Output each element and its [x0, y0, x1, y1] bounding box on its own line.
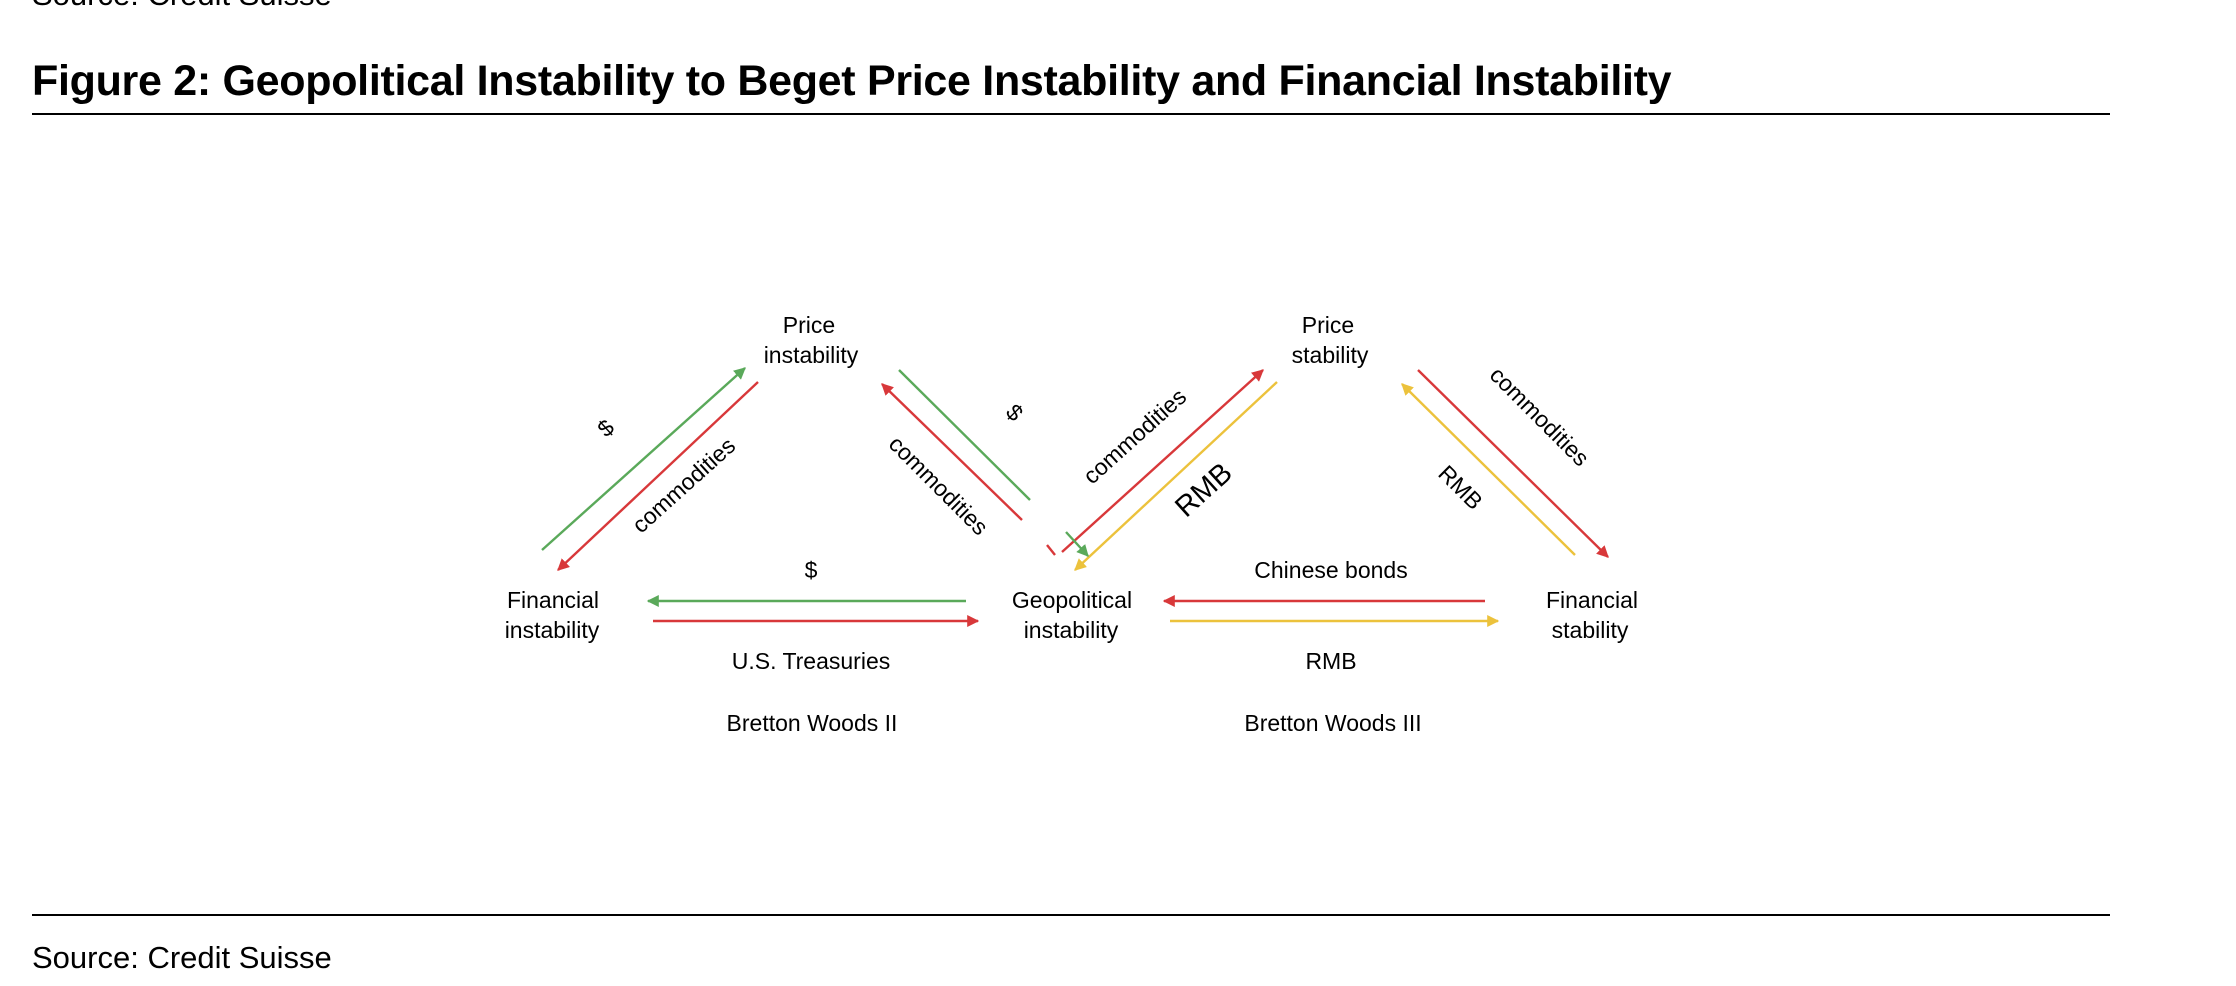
arrow-mid-right-yellow	[1074, 381, 1278, 571]
arrow-mid-right-red	[1061, 369, 1264, 553]
label-left-up-green: $	[592, 414, 619, 442]
node-geopolitical-instability-line2: instability	[1024, 617, 1119, 643]
label-bottom-right-red: Chinese bonds	[1254, 557, 1407, 583]
label-mid-right-yellow: RMB	[1169, 457, 1238, 524]
node-geopolitical-instability-line1: Geopolitical	[1012, 587, 1132, 613]
node-price-stability: Price stability	[1292, 312, 1369, 368]
node-financial-stability: Financial stability	[1546, 587, 1638, 643]
label-mid-left-green: $	[1001, 399, 1029, 427]
node-price-instability-line1: Price	[783, 312, 835, 338]
label-right-up-yellow: RMB	[1433, 460, 1488, 515]
node-price-instability-line2: instability	[764, 342, 859, 368]
title-rule	[32, 113, 2110, 115]
label-bottom-right-yellow: RMB	[1305, 648, 1356, 674]
label-right-down-red: commodities	[1485, 362, 1595, 472]
footer-rule	[32, 914, 2110, 916]
node-financial-stability-line1: Financial	[1546, 587, 1638, 613]
node-price-instability: Price instability	[764, 312, 859, 368]
label-mid-right-red: commodities	[1078, 383, 1191, 489]
label-bottom-left-red: U.S. Treasuries	[732, 648, 891, 674]
arrow-mid-left-green	[898, 369, 1031, 501]
node-price-stability-line2: stability	[1292, 342, 1369, 368]
source-note: Source: Credit Suisse	[32, 940, 332, 975]
node-geopolitical-instability: Geopolitical instability	[1012, 587, 1132, 643]
system-label-bretton-woods-iii: Bretton Woods III	[1244, 710, 1421, 736]
arrow-stub-green	[1065, 531, 1089, 557]
arrow-mid-left-red	[881, 383, 1023, 521]
top-source-note: Source: Credit Suisse	[32, 0, 332, 12]
arrow-left-down-red	[557, 381, 759, 571]
node-financial-instability-line2: instability	[505, 617, 600, 643]
arrow-right-down-red	[1417, 369, 1609, 558]
node-financial-instability: Financial instability	[505, 587, 600, 643]
arrow-left-up-green	[541, 367, 746, 551]
system-label-bretton-woods-ii: Bretton Woods II	[727, 710, 898, 736]
node-financial-stability-line2: stability	[1552, 617, 1629, 643]
node-price-stability-line1: Price	[1302, 312, 1354, 338]
label-bottom-left-green: $	[805, 557, 818, 583]
arrow-stub-red	[1046, 544, 1056, 556]
label-left-down-red: commodities	[627, 432, 740, 538]
node-financial-instability-line1: Financial	[507, 587, 599, 613]
figure-title: Figure 2: Geopolitical Instability to Be…	[32, 57, 1672, 105]
arrow-right-up-yellow	[1401, 383, 1576, 556]
